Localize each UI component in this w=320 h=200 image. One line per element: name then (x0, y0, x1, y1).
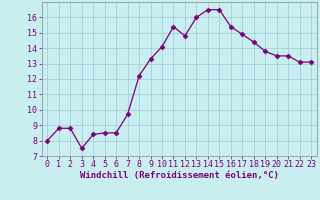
X-axis label: Windchill (Refroidissement éolien,°C): Windchill (Refroidissement éolien,°C) (80, 171, 279, 180)
